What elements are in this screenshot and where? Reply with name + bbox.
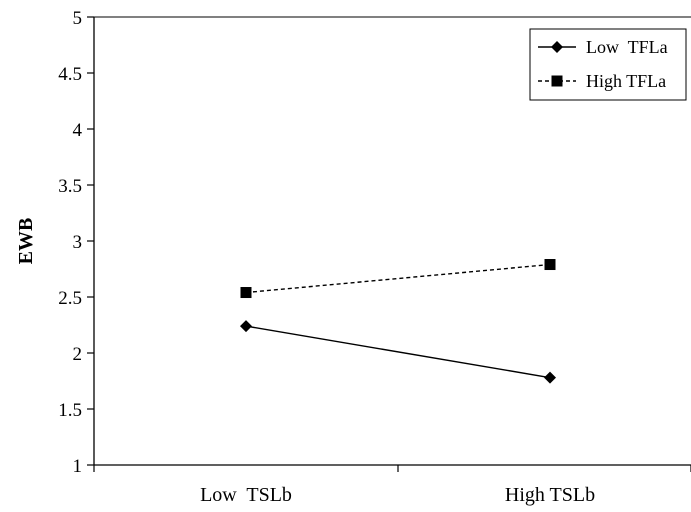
legend-diamond-icon (551, 41, 563, 53)
y-tick-label: 4 (73, 120, 83, 141)
x-ticks: Low TSLb High TSLb (93, 465, 691, 506)
legend-box (529, 28, 687, 101)
y-tick-label: 4.5 (58, 64, 82, 85)
series-layer (240, 259, 556, 384)
series-low-tfla (240, 320, 556, 384)
series-high-tfla (240, 259, 556, 299)
square-marker (240, 287, 252, 299)
series-line (245, 263, 551, 294)
series-line (245, 325, 551, 379)
legend-square-icon (551, 75, 563, 87)
diamond-marker (544, 371, 556, 384)
y-tick-label: 2.5 (58, 288, 82, 309)
square-marker (544, 259, 556, 271)
legend-label: Low TFLa (586, 37, 668, 57)
y-tick-label: 5 (73, 8, 83, 29)
y-tick-label: 3 (73, 232, 83, 253)
legend-item: High TFLa (538, 71, 666, 91)
legend-label: High TFLa (586, 71, 666, 91)
y-ticks: 1 1.5 2 2.5 3 3.5 4 4.5 5 (58, 8, 94, 477)
y-tick-label: 2 (73, 344, 83, 365)
x-category-label: Low TSLb (200, 484, 292, 506)
legend-item: Low TFLa (538, 37, 668, 57)
y-axis-title: EWB (15, 218, 37, 265)
y-tick-label: 1 (73, 456, 83, 477)
legend: Low TFLa High TFLa (529, 28, 687, 101)
x-category-label: High TSLb (505, 484, 595, 506)
y-tick-label: 3.5 (58, 176, 82, 197)
diamond-marker (240, 320, 252, 333)
y-tick-label: 1.5 (58, 400, 82, 421)
